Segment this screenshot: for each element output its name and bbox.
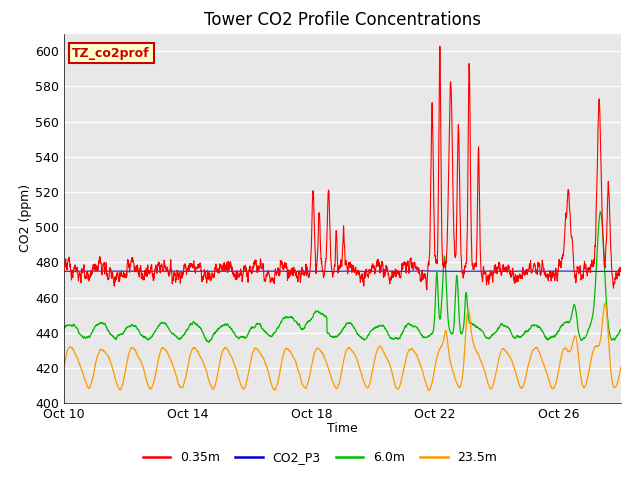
Legend: 0.35m, CO2_P3, 6.0m, 23.5m: 0.35m, CO2_P3, 6.0m, 23.5m	[138, 446, 502, 469]
Text: TZ_co2prof: TZ_co2prof	[72, 47, 150, 60]
Title: Tower CO2 Profile Concentrations: Tower CO2 Profile Concentrations	[204, 11, 481, 29]
Y-axis label: CO2 (ppm): CO2 (ppm)	[19, 184, 33, 252]
X-axis label: Time: Time	[327, 422, 358, 435]
